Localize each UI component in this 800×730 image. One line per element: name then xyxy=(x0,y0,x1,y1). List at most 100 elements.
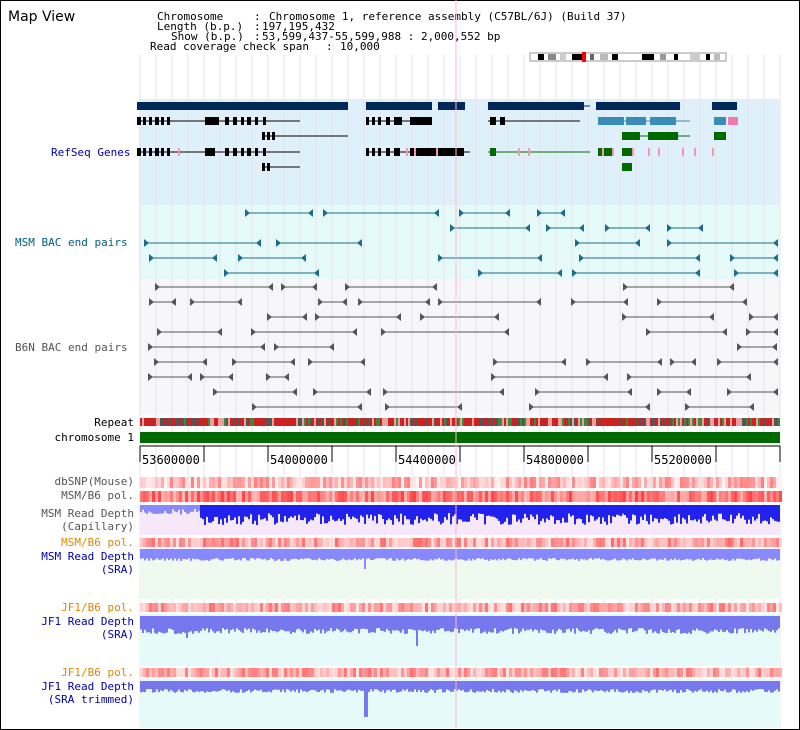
repeat-segment xyxy=(170,418,172,426)
depth-bar xyxy=(534,681,536,691)
heat-cell xyxy=(275,477,278,488)
refseq-track-label[interactable]: RefSeq Genes xyxy=(51,146,131,159)
gene-exon xyxy=(366,117,369,125)
depth-bar xyxy=(732,616,734,634)
gene-exon xyxy=(225,148,229,156)
heat-cell xyxy=(287,603,290,612)
bac-end-marker xyxy=(504,328,509,336)
b6n-bac-track-label[interactable]: B6N BAC end pairs xyxy=(15,341,128,354)
repeat-segment xyxy=(182,418,184,426)
depth-bar xyxy=(630,549,632,560)
depth-bar xyxy=(508,681,510,690)
depth-bar xyxy=(494,681,496,693)
repeat-segment xyxy=(704,418,706,426)
depth-bar xyxy=(302,616,304,633)
heat-cell xyxy=(506,477,509,488)
depth-bar xyxy=(346,616,348,632)
depth-bar xyxy=(380,505,382,515)
depth-bar xyxy=(256,616,258,633)
repeat-segment xyxy=(348,418,350,426)
bac-end-marker xyxy=(773,254,778,262)
heat-cell xyxy=(575,491,578,502)
repeat-segment xyxy=(534,418,536,426)
bac-end-marker xyxy=(657,388,662,396)
depth-bar xyxy=(576,549,578,559)
depth-bar xyxy=(530,616,532,629)
depth-bar xyxy=(504,681,506,693)
chromosome-bar[interactable] xyxy=(140,432,780,443)
depth-bar xyxy=(364,616,366,630)
heat-cell xyxy=(587,538,590,547)
b6n-bac-pairs[interactable] xyxy=(148,283,778,411)
depth-bar xyxy=(230,616,232,631)
repeat-track-label: Repeat xyxy=(94,416,134,429)
depth-bar xyxy=(648,616,650,630)
heat-cell xyxy=(488,603,491,612)
depth-bar xyxy=(322,681,324,690)
heat-cell xyxy=(470,538,473,547)
depth-bar xyxy=(468,505,470,522)
chromosome-ideogram[interactable] xyxy=(529,52,727,62)
heat-cell xyxy=(215,477,218,488)
depth-bar xyxy=(158,549,160,560)
depth-bar xyxy=(634,681,636,693)
bac-end-marker xyxy=(529,403,534,411)
depth-bar xyxy=(436,681,438,691)
repeat-segment xyxy=(150,418,152,426)
gene-small-mark xyxy=(632,148,634,156)
depth-bar xyxy=(752,616,754,633)
heat-cell xyxy=(500,668,503,677)
depth-bar xyxy=(730,681,732,692)
msm-bac-track-label[interactable]: MSM BAC end pairs xyxy=(15,236,128,249)
heat-cell xyxy=(173,491,176,502)
heat-cell xyxy=(653,668,656,677)
heat-cell xyxy=(548,491,551,502)
depth-bar xyxy=(526,505,528,518)
heat-cell xyxy=(425,538,428,547)
heat-cell xyxy=(272,491,275,502)
gene-exon xyxy=(143,117,146,125)
heat-cell xyxy=(290,477,293,488)
heat-cell xyxy=(614,668,617,677)
heat-cell xyxy=(725,603,728,612)
heat-cell xyxy=(458,603,461,612)
depth-bar xyxy=(228,681,230,691)
heat-cell xyxy=(539,491,542,502)
depth-bar xyxy=(174,616,176,634)
heat-cell xyxy=(242,603,245,612)
depth-bar xyxy=(564,549,566,560)
heat-cell xyxy=(428,668,431,677)
depth-bar xyxy=(594,681,596,691)
heat-cell xyxy=(770,538,773,547)
repeat-segment xyxy=(588,418,590,426)
heat-cell xyxy=(416,538,419,547)
depth-bar xyxy=(176,681,178,692)
heat-cell xyxy=(302,477,305,488)
heat-cell xyxy=(659,603,662,612)
heat-cell xyxy=(758,491,761,502)
depth-bar xyxy=(310,616,312,632)
heat-cell xyxy=(491,538,494,547)
heat-cell xyxy=(458,668,461,677)
depth-bar xyxy=(416,616,418,646)
depth-bar xyxy=(258,681,260,691)
depth-bar xyxy=(324,549,326,561)
depth-bar xyxy=(438,681,440,690)
depth-bar xyxy=(210,616,212,630)
depth-bar xyxy=(610,505,612,524)
depth-bar xyxy=(430,616,432,634)
depth-bar xyxy=(430,505,432,519)
msm-bac-pairs[interactable] xyxy=(144,209,778,277)
repeat-segment xyxy=(402,418,404,426)
depth-bar xyxy=(750,505,752,524)
bac-end-marker xyxy=(491,373,496,381)
axis-tick-label: 54800000 xyxy=(526,453,584,467)
depth-bar xyxy=(382,505,384,519)
depth-bar xyxy=(506,681,508,690)
heat-cell xyxy=(146,668,149,677)
heat-cell xyxy=(752,668,755,677)
length-label: Length (b.p.) xyxy=(157,20,244,33)
depth-bar xyxy=(570,681,572,691)
refseq-gene-models[interactable] xyxy=(137,102,738,171)
